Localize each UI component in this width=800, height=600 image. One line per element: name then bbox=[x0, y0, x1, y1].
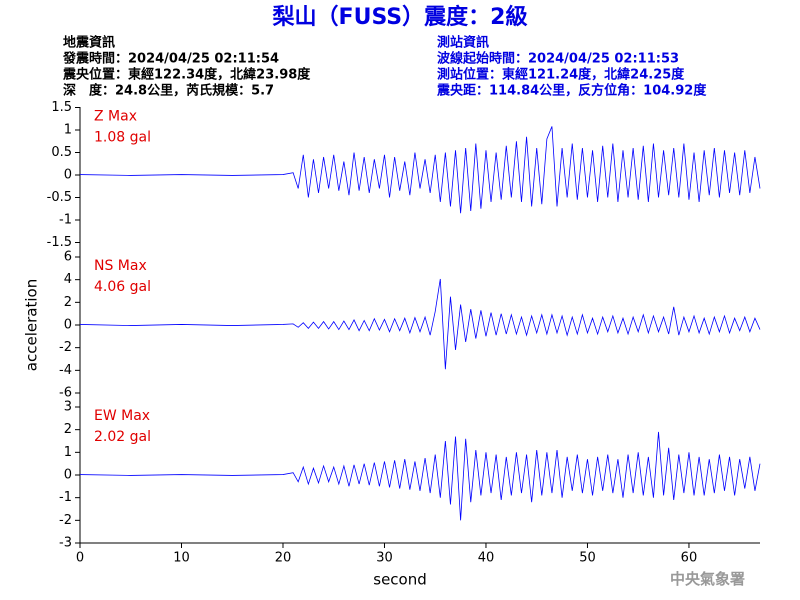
info-text: 地震資訊 bbox=[63, 35, 115, 51]
y-tick-label: -2 bbox=[59, 513, 72, 528]
y-tick-label: -1 bbox=[59, 490, 72, 505]
x-tick-label: 30 bbox=[376, 551, 393, 566]
y-tick-label: 0 bbox=[64, 468, 72, 483]
y-tick-label: 0.5 bbox=[51, 145, 72, 160]
y-tick-label: -3 bbox=[59, 536, 72, 551]
y-tick-label: 0 bbox=[64, 318, 72, 333]
y-tick-label: 1 bbox=[64, 445, 72, 460]
info-text: 深 度：24.8公里，芮氏規模：5.7 bbox=[63, 83, 274, 99]
footer: 中央氣象署 bbox=[670, 570, 745, 588]
info-text: 震央距：114.84公里，反方位角：104.92度 bbox=[436, 83, 707, 99]
waveform bbox=[79, 278, 761, 370]
info-text: 發震時間：2024/04/25 02:11:54 bbox=[62, 51, 279, 67]
y-tick-label: 1.5 bbox=[51, 100, 72, 115]
x-axis-label: second bbox=[373, 571, 427, 589]
info-text: 波線起始時間：2024/04/25 02:11:53 bbox=[437, 51, 679, 67]
y-tick-label: 4 bbox=[64, 272, 72, 287]
y-axis-label: acceleration bbox=[23, 279, 41, 371]
y-tick-label: -0.5 bbox=[47, 190, 72, 205]
y-tick-label: 3 bbox=[64, 400, 72, 415]
x-tick-label: 0 bbox=[76, 551, 84, 566]
x-tick-label: 40 bbox=[478, 551, 495, 566]
annotation: 2.02 gal bbox=[94, 429, 151, 445]
info-text: 震央位置：東經122.34度，北緯23.98度 bbox=[62, 67, 311, 83]
y-tick-label: -1.5 bbox=[47, 235, 72, 250]
x-tick-label: 10 bbox=[173, 551, 190, 566]
title: 梨山（FUSS）震度：2級 bbox=[273, 4, 528, 30]
waveform bbox=[79, 126, 761, 214]
y-tick-label: -1 bbox=[59, 213, 72, 228]
y-tick-label: 0 bbox=[64, 168, 72, 183]
y-tick-label: -6 bbox=[59, 386, 72, 401]
y-tick-label: 2 bbox=[64, 295, 72, 310]
waveform bbox=[79, 431, 761, 521]
y-tick-label: 2 bbox=[64, 422, 72, 437]
info-text: 測站資訊 bbox=[437, 35, 489, 51]
info-text: 測站位置：東經121.24度，北緯24.25度 bbox=[437, 67, 685, 83]
x-tick-label: 60 bbox=[681, 551, 698, 566]
y-tick-label: 6 bbox=[64, 250, 72, 265]
y-tick-label: -4 bbox=[59, 363, 72, 378]
annotation: NS Max bbox=[94, 258, 147, 274]
annotation: 4.06 gal bbox=[94, 279, 151, 295]
x-tick-label: 20 bbox=[275, 551, 292, 566]
y-tick-label: -2 bbox=[59, 340, 72, 355]
x-tick-label: 50 bbox=[579, 551, 596, 566]
y-tick-label: 1 bbox=[64, 123, 72, 138]
annotation: EW Max bbox=[94, 408, 150, 424]
annotation: Z Max bbox=[94, 109, 137, 125]
annotation: 1.08 gal bbox=[94, 130, 151, 146]
